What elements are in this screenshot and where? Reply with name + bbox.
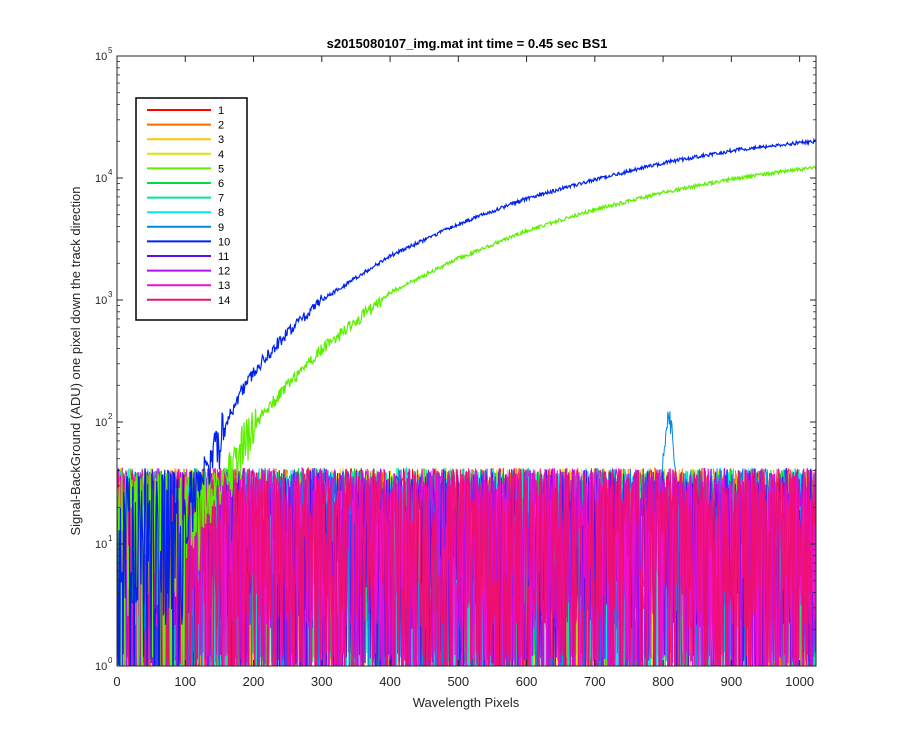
legend-label-8: 8 xyxy=(218,207,224,219)
y-tick-exponent: 3 xyxy=(108,290,113,299)
series-5-line xyxy=(117,165,816,666)
y-tick-label: 10 xyxy=(95,295,107,307)
legend-label-12: 12 xyxy=(218,266,230,278)
y-tick-label: 10 xyxy=(95,417,107,429)
legend-label-2: 2 xyxy=(218,120,224,132)
chart-title: s2015080107_img.mat int time = 0.45 sec … xyxy=(327,36,608,51)
legend-box xyxy=(135,97,248,321)
series-layer xyxy=(117,137,816,666)
legend-label-6: 6 xyxy=(218,178,224,190)
y-tick-label: 10 xyxy=(95,173,107,185)
y-tick-exponent: 0 xyxy=(108,656,113,665)
x-axis-label: Wavelength Pixels xyxy=(413,695,520,710)
y-tick-exponent: 1 xyxy=(108,534,113,543)
x-tick-label: 700 xyxy=(584,674,606,689)
x-tick-label: 100 xyxy=(174,674,196,689)
x-tick-label: 600 xyxy=(516,674,538,689)
legend-label-9: 9 xyxy=(218,222,224,234)
x-tick-label: 800 xyxy=(652,674,674,689)
legend-label-1: 1 xyxy=(218,105,224,117)
x-tick-label: 400 xyxy=(379,674,401,689)
y-tick-exponent: 4 xyxy=(108,168,113,177)
legend-label-13: 13 xyxy=(218,280,230,292)
y-tick-label: 10 xyxy=(95,661,107,673)
x-tick-label: 500 xyxy=(447,674,469,689)
y-tick-exponent: 2 xyxy=(108,412,113,421)
legend-label-14: 14 xyxy=(218,295,230,307)
x-tick-label: 200 xyxy=(243,674,265,689)
legend-label-5: 5 xyxy=(218,163,224,175)
y-tick-exponent: 5 xyxy=(108,46,113,55)
x-axis: 0 100 200 300 400 500 600 700 800 900 1000 xyxy=(113,56,814,689)
axes-box xyxy=(116,55,817,667)
x-tick-label: 900 xyxy=(721,674,743,689)
y-tick-label: 10 xyxy=(95,539,107,551)
legend-label-10: 10 xyxy=(218,236,230,248)
series-14-line xyxy=(117,466,816,666)
x-tick-label: 1000 xyxy=(785,674,814,689)
series-10-line xyxy=(117,137,816,666)
x-tick-label: 300 xyxy=(311,674,333,689)
y-axis-label: Signal-BackGround (ADU) one pixel down t… xyxy=(68,186,83,535)
legend-label-4: 4 xyxy=(218,149,224,161)
x-tick-label: 0 xyxy=(113,674,120,689)
legend-label-7: 7 xyxy=(218,193,224,205)
y-tick-label: 10 xyxy=(95,51,107,63)
legend-label-11: 11 xyxy=(218,251,229,263)
legend-label-3: 3 xyxy=(218,134,224,146)
